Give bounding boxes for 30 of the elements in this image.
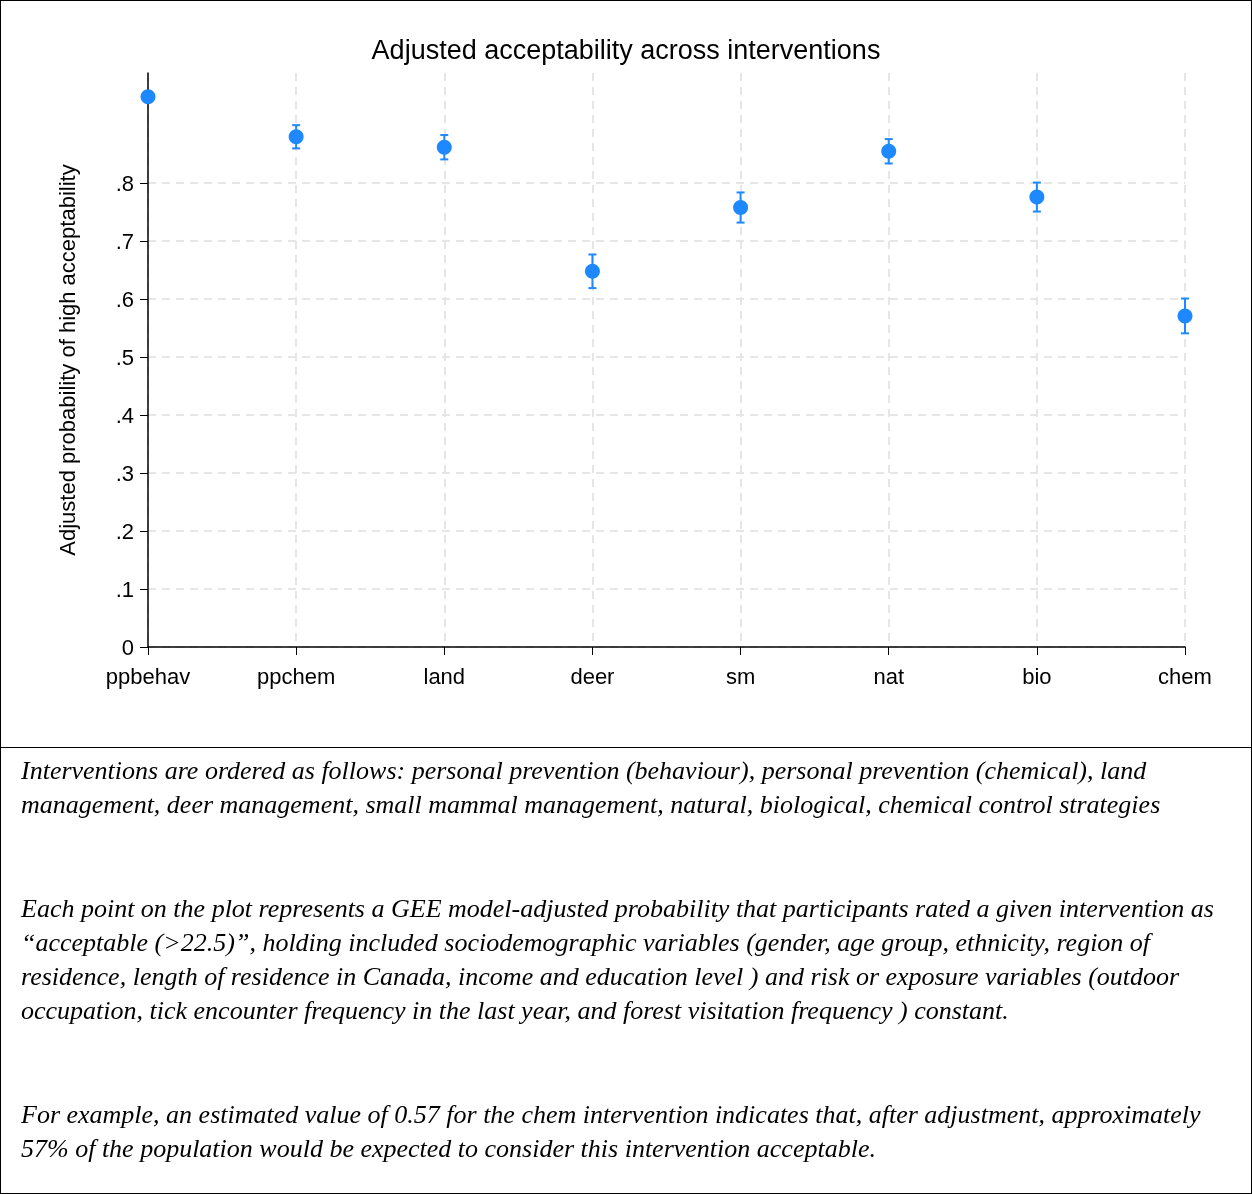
y-axis-title: Adjusted probability of high acceptability bbox=[54, 164, 80, 556]
y-tick-label: .8 bbox=[115, 170, 134, 196]
y-tick-label: .1 bbox=[115, 576, 134, 602]
point bbox=[140, 89, 156, 105]
x-tick-label: sm bbox=[725, 663, 756, 689]
y-tick-label: .5 bbox=[115, 344, 134, 370]
y-tick-label: .3 bbox=[115, 460, 134, 486]
y-tick-label: 0 bbox=[121, 634, 134, 660]
point bbox=[288, 129, 304, 145]
point bbox=[733, 200, 749, 216]
x-tick-label: ppbehav bbox=[105, 663, 191, 689]
x-tick-label: bio bbox=[1022, 663, 1052, 689]
x-tick-label: deer bbox=[570, 663, 615, 689]
point bbox=[436, 139, 452, 155]
point bbox=[1177, 308, 1193, 324]
text: For example, an estimated value of 0.57 for the chem intervention indicates that, after adjustment, approximately 57% of the population would be expected to consider this intervention acceptable. bbox=[21, 1099, 1202, 1165]
y-tick-label: .6 bbox=[115, 286, 134, 312]
x-tick-label: ppchem bbox=[257, 663, 336, 689]
y-tick-label: .7 bbox=[115, 228, 134, 254]
chart-title: Adjusted acceptability across interventions bbox=[371, 34, 881, 65]
x-tick-label: land bbox=[423, 663, 466, 689]
x-tick-label: chem bbox=[1158, 663, 1212, 689]
x-tick-label: nat bbox=[873, 663, 905, 689]
y-tick-label: .4 bbox=[115, 402, 134, 428]
text: Interventions are ordered as follows: personal prevention (behaviour), personal prevention (chemical), land management, deer management, small mammal management, natural, biological, chemical control strategies bbox=[21, 755, 1162, 821]
text: Each point on the plot represents a GEE model-adjusted probability that participants rated a given intervention as “acceptable (>22.5)”, holding included sociodemographic variables (gender, age group, ethnicity, region of residence, length of residence in Canada, income and education level ) and risk or exposure variables (outdoor occupation, tick encounter frequency in the last year, and forest visitation frequency ) constant. bbox=[21, 893, 1215, 1027]
y-tick-label: .2 bbox=[115, 518, 134, 544]
point bbox=[1029, 189, 1045, 205]
point bbox=[881, 143, 897, 159]
point bbox=[584, 263, 600, 279]
